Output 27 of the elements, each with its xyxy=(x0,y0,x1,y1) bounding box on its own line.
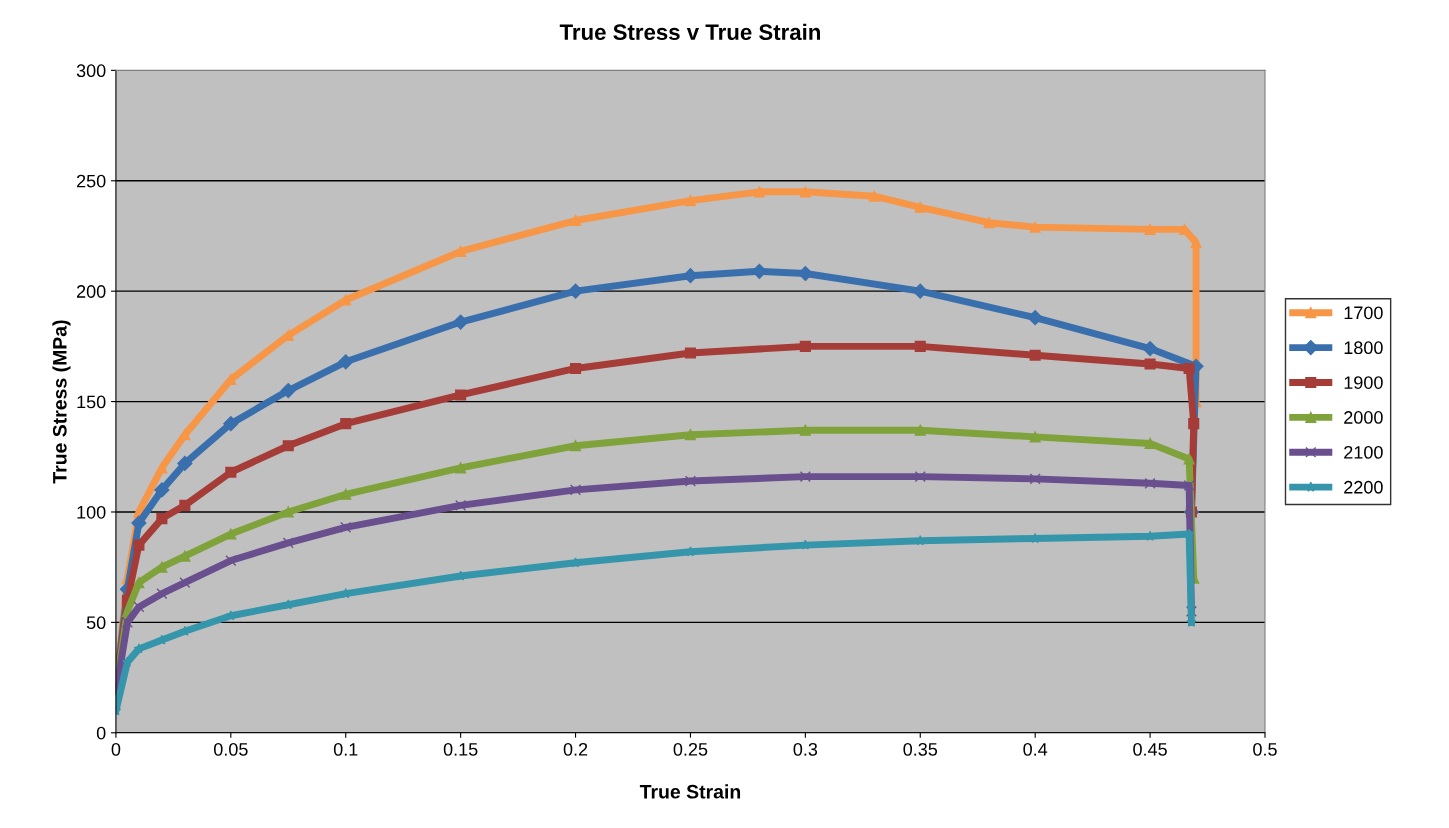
y-tick-label: 150 xyxy=(77,395,106,409)
x-axis-title: True Strain xyxy=(639,784,741,799)
legend-label: 1900 xyxy=(1344,376,1383,389)
x-tick-label: 0.25 xyxy=(673,742,708,756)
y-tick-label: 100 xyxy=(77,505,106,519)
x-tick-label: 0.1 xyxy=(333,742,358,756)
x-tick-label: 0.05 xyxy=(213,742,248,756)
x-tick-label: 0.3 xyxy=(793,742,818,756)
legend-label: 1700 xyxy=(1344,306,1383,320)
x-tick-label: 0.4 xyxy=(1023,742,1048,756)
legend-label: 1800 xyxy=(1344,341,1383,355)
legend-label: 2100 xyxy=(1344,445,1383,459)
x-tick-label: 0 xyxy=(111,742,121,756)
y-tick-label: 50 xyxy=(86,616,106,630)
y-tick-label: 300 xyxy=(76,64,106,78)
legend-label: 2200 xyxy=(1344,480,1383,494)
legend-label: 2000 xyxy=(1344,411,1383,424)
x-tick-label: 0.15 xyxy=(443,742,478,756)
y-axis-title: True Stress (MPa) xyxy=(52,320,71,484)
y-tick-label: 250 xyxy=(76,174,106,188)
x-tick-label: 0.2 xyxy=(563,742,588,756)
y-tick-label: 200 xyxy=(76,285,106,298)
x-tick-label: 0.45 xyxy=(1133,742,1167,756)
x-tick-label: 0.35 xyxy=(903,742,938,756)
y-tick-label: 0 xyxy=(96,726,106,740)
x-tick-label: 0.5 xyxy=(1253,742,1277,756)
chart-title: True Stress v True Strain xyxy=(559,23,820,41)
